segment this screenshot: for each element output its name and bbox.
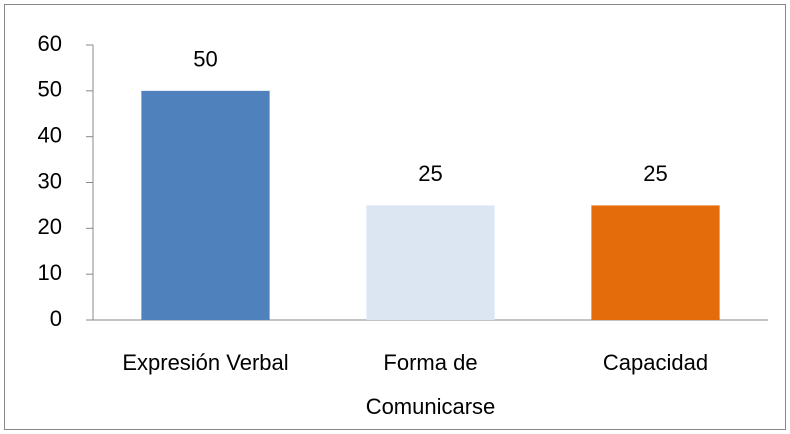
y-tick-label: 20 (38, 214, 62, 239)
y-tick-label: 40 (38, 122, 62, 147)
bar (591, 205, 720, 320)
x-tick-label: Capacidad (602, 350, 709, 375)
bar (141, 90, 270, 320)
x-tick-label: Expresión Verbal (122, 350, 289, 375)
data-label: 25 (643, 161, 667, 186)
x-tick-label: Forma de Comunicarse (365, 350, 496, 419)
y-tick-label: 60 (38, 31, 62, 56)
bar (366, 205, 495, 320)
data-label: 50 (193, 47, 217, 72)
chart-frame (4, 4, 786, 430)
y-tick-label: 50 (38, 77, 62, 102)
y-tick-label: 30 (38, 168, 62, 193)
y-tick-label: 0 (50, 306, 62, 331)
data-label: 25 (418, 161, 442, 186)
y-tick-label: 10 (38, 260, 62, 285)
